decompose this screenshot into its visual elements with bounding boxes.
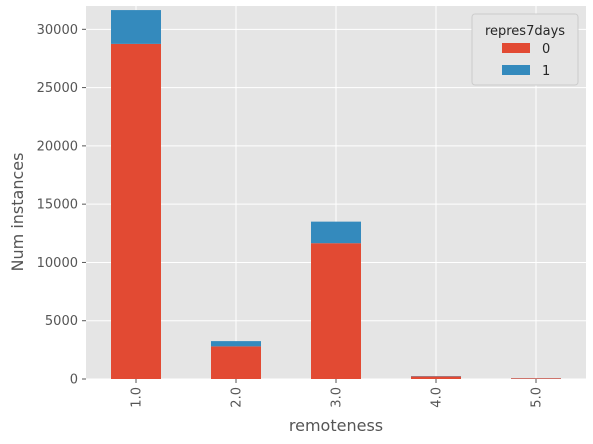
y-axis-label: Num instances: [8, 153, 27, 272]
y-tick-label: 30000: [37, 23, 78, 38]
legend: repres7days 0 1: [471, 13, 579, 86]
y-tick-label: 0: [70, 373, 78, 388]
bar-series-1-2.0: [211, 341, 261, 347]
x-tick-label: 3.0: [330, 387, 345, 408]
y-tick-label: 25000: [37, 81, 78, 96]
x-tick-label: 1.0: [130, 387, 145, 408]
legend-label-0: 0: [542, 42, 550, 57]
x-tick-label: 5.0: [530, 387, 545, 408]
bar-series-1-3.0: [311, 221, 361, 244]
bar-series-1-1.0: [111, 10, 161, 44]
legend-label-1: 1: [542, 64, 550, 79]
bar-series-0-3.0: [311, 243, 361, 379]
x-axis-label: remoteness: [289, 416, 383, 435]
bar-series-0-5.0: [511, 378, 561, 379]
y-axis-ticks: 0 5000 10000 15000 20000 25000 30000: [37, 23, 86, 388]
bar-series-0-2.0: [211, 346, 261, 379]
y-tick-label: 5000: [45, 314, 78, 329]
legend-swatch-1: [502, 65, 530, 75]
bar-series-0-4.0: [411, 376, 461, 379]
y-tick-label: 15000: [37, 198, 78, 213]
legend-swatch-0: [502, 43, 530, 53]
legend-title: repres7days: [485, 24, 565, 39]
x-axis-ticks: 1.0 2.0 3.0 4.0 5.0: [130, 379, 545, 408]
y-tick-label: 20000: [37, 139, 78, 154]
x-tick-label: 2.0: [230, 387, 245, 408]
y-tick-label: 10000: [37, 256, 78, 271]
bars: [111, 10, 561, 379]
x-tick-label: 4.0: [430, 387, 445, 408]
bar-series-0-1.0: [111, 43, 161, 379]
